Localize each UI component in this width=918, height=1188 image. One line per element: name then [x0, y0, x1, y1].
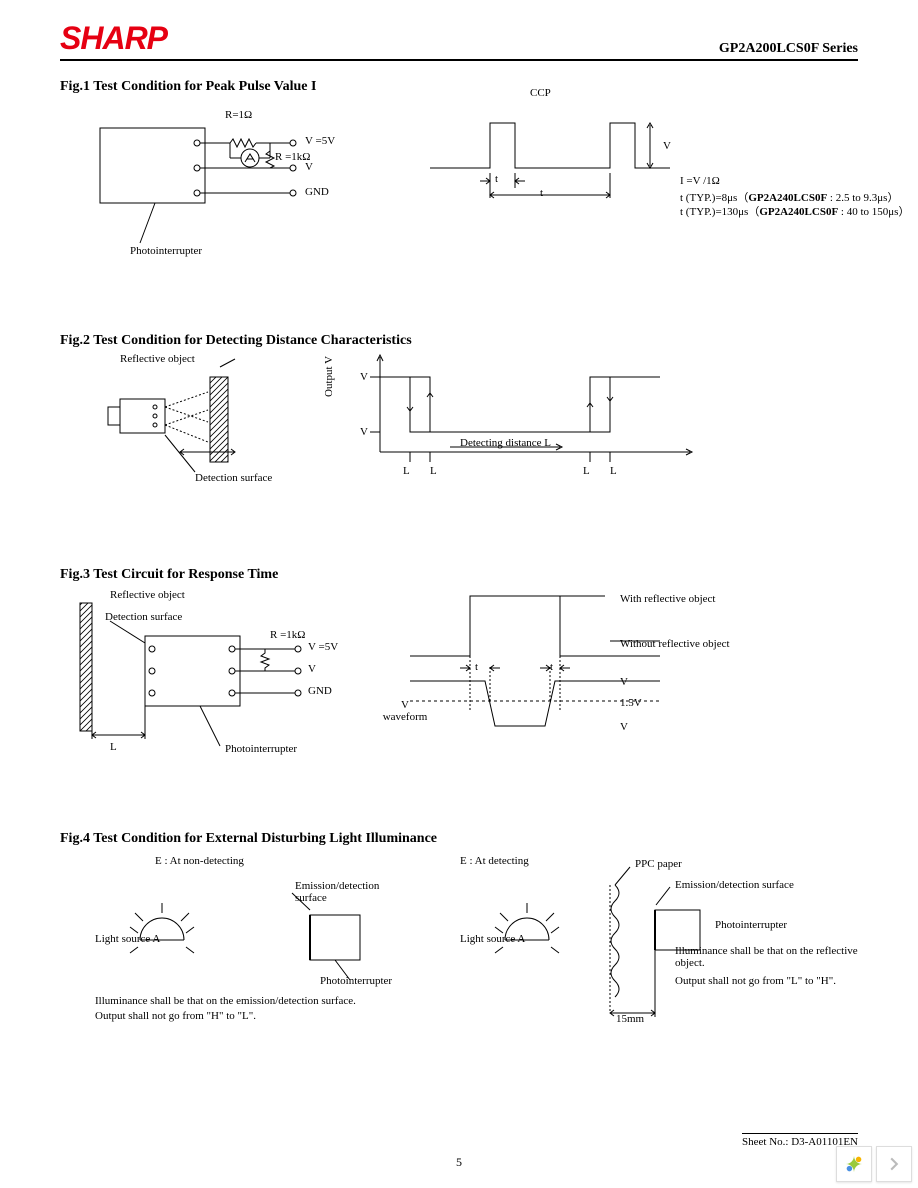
figure-3: Fig.3 Test Circuit for Response Time: [60, 567, 858, 771]
fig4-emission: Emission/detection surface: [295, 880, 405, 904]
viewer-next-button[interactable]: [876, 1146, 912, 1182]
fig1-vo: V: [305, 161, 313, 173]
fig1-gnd: GND: [305, 186, 329, 198]
fig4-emission-r: Emission/detection surface: [675, 879, 794, 891]
fig3-voh: V: [620, 676, 628, 688]
fig2-l4: L: [610, 465, 617, 477]
fig3-vo: V: [308, 663, 316, 675]
fig4-left-E: E : At non-detecting: [155, 855, 244, 867]
fig4-ls-A: Light source A: [95, 933, 160, 945]
figure-4: Fig.4 Test Condition for External Distur…: [60, 831, 858, 1045]
fig1-t1-lbl: t: [495, 173, 498, 185]
sharp-logo: SHARP: [60, 20, 167, 57]
fig2-refl: Reflective object: [120, 353, 195, 365]
fig3-vcc: V =5V: [308, 641, 338, 653]
fig3-det: Detection surface: [105, 611, 182, 623]
fig2-voh: V: [360, 371, 368, 383]
fig1-ccp: CCP: [530, 87, 551, 99]
fig3-15v: 1.5V: [620, 697, 642, 709]
fig4-ppc: PPC paper: [635, 858, 682, 870]
fig3-gnd: GND: [308, 685, 332, 697]
fig4-title: Fig.4 Test Condition for External Distur…: [60, 831, 858, 847]
fig1-pulse-svg: [420, 103, 840, 253]
figure-2: Fig.2 Test Condition for Detecting Dista…: [60, 333, 858, 507]
fig2-l3: L: [583, 465, 590, 477]
fig1-r1: R=1Ω: [225, 109, 252, 121]
fig4-rn3: Output shall not go from "L" to "H".: [675, 975, 836, 987]
fig4-photo-l: Photointerrupter: [320, 975, 392, 987]
fig4-rn2: Illuminance shall be that on the reflect…: [675, 945, 865, 969]
series-label: GP2A200LCS0F Series: [719, 41, 858, 57]
fig1-vcc: V =5V: [305, 135, 335, 147]
fig1-circuit-svg: [80, 103, 410, 263]
fig2-ylabel: Output V: [323, 356, 335, 397]
fig2-detecting: Detecting distance L: [460, 437, 551, 449]
fig3-L: L: [110, 741, 117, 753]
fig3-photo: Photointerrupter: [225, 743, 297, 755]
fig3-t2: t: [550, 661, 553, 673]
fig1-photo: Photointerrupter: [130, 245, 202, 257]
fig2-left-svg: [80, 357, 340, 487]
figure-1: Fig.1 Test Condition for Peak Pulse Valu…: [60, 71, 858, 273]
fig1-t2: t (TYP.)=130μs（GP2A240LCS0F : 40 to 150μ…: [680, 203, 909, 219]
chevron-right-icon: [887, 1157, 901, 1171]
fig2-l1: L: [403, 465, 410, 477]
fig3-waveform: Vwaveform: [380, 699, 430, 723]
fig4-15mm: 15mm: [616, 1013, 644, 1025]
fig3-t1: t: [475, 661, 478, 673]
fig1-title: Fig.1 Test Condition for Peak Pulse Valu…: [60, 79, 316, 95]
fig1-vccp: V: [663, 140, 671, 152]
fig1-I: I =V /1Ω: [680, 175, 720, 187]
fig3-without: Without reflective object: [620, 638, 730, 650]
fig3-vol: V: [620, 721, 628, 733]
page-number: 5: [456, 1155, 462, 1170]
fig3-refl: Reflective object: [110, 589, 185, 601]
fig4-right-E: E : At detecting: [460, 855, 529, 867]
fig3-title: Fig.3 Test Circuit for Response Time: [60, 567, 858, 583]
fig4-ls-A-r: Light source A: [460, 933, 525, 945]
fig3-with: With reflective object: [620, 593, 715, 605]
fig3-rl: R =1kΩ: [270, 629, 305, 641]
fig4-note1: Illuminance shall be that on the emissio…: [95, 995, 356, 1007]
fig2-det: Detection surface: [195, 472, 272, 484]
fig3-right-svg: [400, 586, 770, 756]
fig1-t2-lbl: t: [540, 187, 543, 199]
viewer-logo-button[interactable]: [836, 1146, 872, 1182]
fig2-l2: L: [430, 465, 437, 477]
logo-icon: [843, 1153, 865, 1175]
viewer-controls: [836, 1146, 912, 1182]
fig4-photo-r: Photointerrupter: [715, 919, 787, 931]
header: SHARP GP2A200LCS0F Series: [60, 20, 858, 61]
fig2-vol: V: [360, 426, 368, 438]
fig2-graph-svg: [340, 347, 720, 497]
fig4-note2: Output shall not go from "H" to "L".: [95, 1010, 256, 1022]
